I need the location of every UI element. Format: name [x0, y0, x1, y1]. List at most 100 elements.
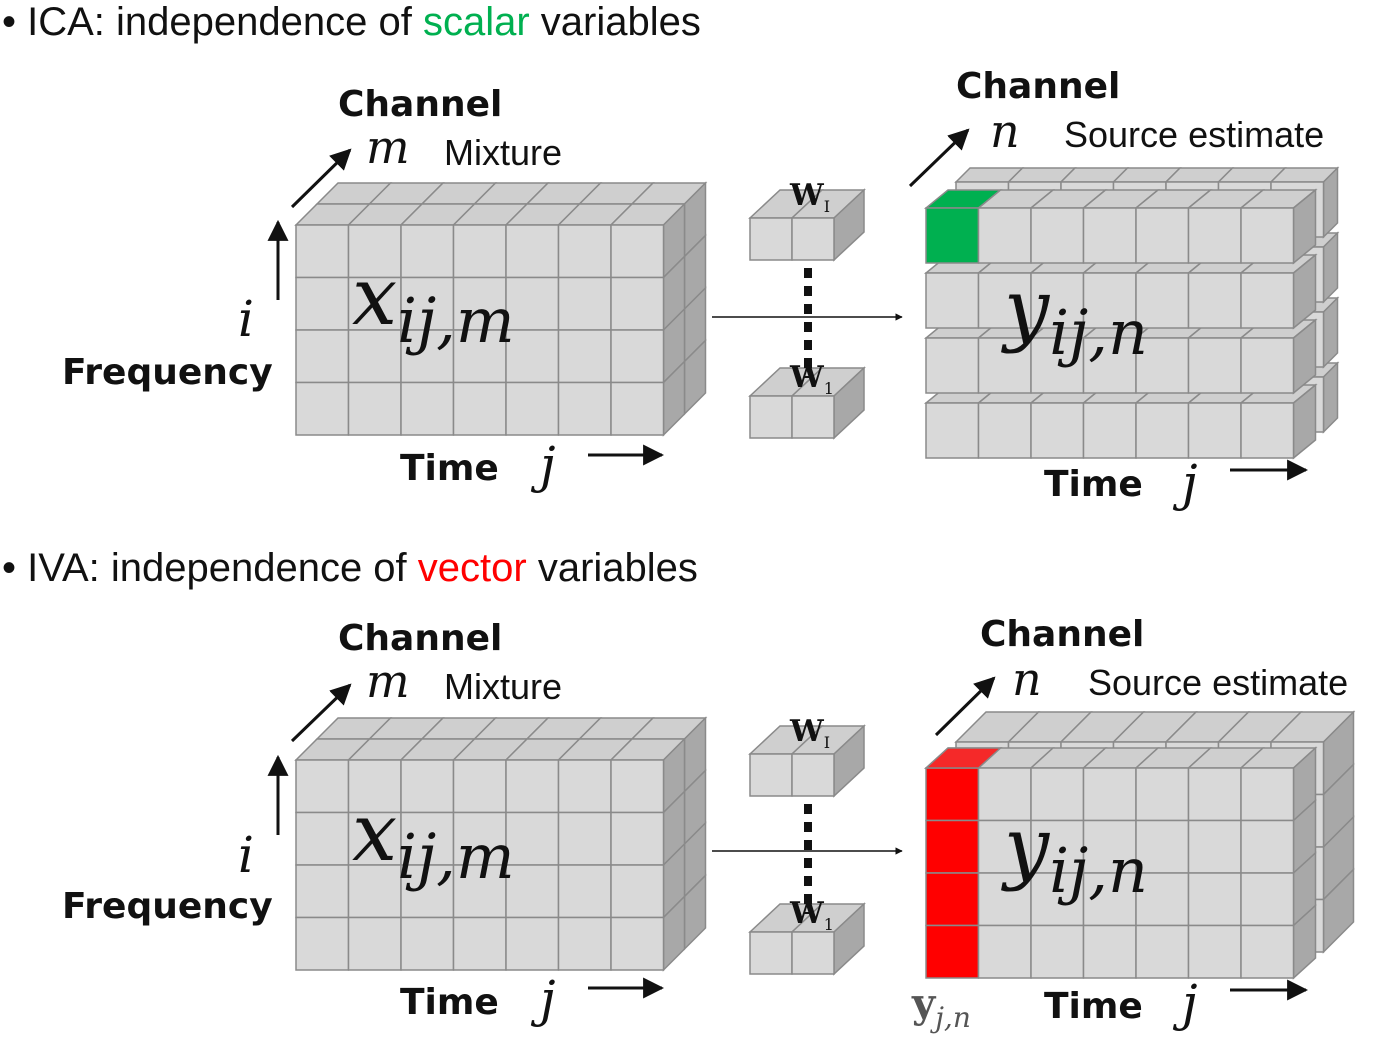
- ica-output-channel-desc: Source estimate: [1064, 114, 1325, 155]
- slab-front-cell: [1240, 207, 1295, 264]
- slab-front-cell: [925, 337, 980, 394]
- slab-front-cell: [925, 272, 980, 329]
- slab-front-cell: [1030, 402, 1085, 459]
- cube-front-cell: [452, 916, 507, 971]
- slab-front-cell: [925, 207, 980, 264]
- slab-front-cell: [1135, 207, 1190, 264]
- filter-front-cell: [749, 217, 793, 261]
- ica-input-channel-label: Channel: [338, 84, 503, 125]
- iva-filter-bottom-label: W1: [790, 896, 834, 934]
- iva-filter-top-w: W: [790, 714, 824, 749]
- cube-front-cell: [1240, 872, 1295, 927]
- filter-front-cell: [749, 931, 793, 975]
- cube-front-cell: [295, 916, 350, 971]
- cube-front-cell: [295, 759, 350, 814]
- ica-output-tensor-label: yij,n: [1004, 262, 1148, 369]
- cube-front-cell: [1030, 872, 1085, 927]
- filter-front-cell: [791, 753, 835, 797]
- iva-output-tensor-base: y: [1004, 800, 1050, 893]
- iva-input-tensor-base: x: [352, 786, 398, 879]
- iva-filter-top: [748, 724, 866, 798]
- ica-filter-bottom-label: W1: [790, 360, 834, 398]
- iva-output-channel-arrow: [934, 676, 996, 737]
- ica-filter-top-label: WI: [790, 178, 830, 216]
- cube-front-cell: [452, 329, 507, 384]
- cube-front-cell: [557, 381, 612, 436]
- cube-front-cell: [452, 864, 507, 919]
- filter-front-cell: [791, 931, 835, 975]
- cube-front-cell: [610, 759, 665, 814]
- cube-front-cell: [1135, 924, 1190, 979]
- cube-front-cell: [1240, 819, 1295, 874]
- ica-filter-top-w: W: [790, 178, 824, 213]
- cube-front-cell: [925, 872, 980, 927]
- ica-filter-bottom: [748, 366, 866, 440]
- ica-input-tensor-sub: ij,m: [397, 284, 515, 357]
- cube-front-cell: [557, 224, 612, 279]
- ica-heading-suffix: variables: [529, 0, 701, 44]
- iva-output-channel-desc: Source estimate: [1088, 662, 1349, 703]
- ica-input-tensor-base: x: [352, 250, 398, 343]
- iva-heading-prefix: • IVA: independence of: [2, 546, 418, 590]
- cube-front-cell: [1082, 767, 1137, 822]
- cube-front-cell: [1187, 872, 1242, 927]
- iva-heading-suffix: variables: [526, 546, 698, 590]
- iva-vector-label: yj,n: [912, 980, 971, 1034]
- slab-front-cell: [977, 272, 1032, 329]
- cube-front-cell: [295, 224, 350, 279]
- ica-heading-prefix: • ICA: independence of: [2, 0, 423, 44]
- iva-output-time-label: Time: [1044, 986, 1143, 1027]
- ica-input-tensor: [294, 181, 708, 437]
- cube-front-cell: [1135, 872, 1190, 927]
- cube-front-cell: [295, 381, 350, 436]
- slab-front-cell: [1187, 207, 1242, 264]
- ica-output-tensor: [923, 166, 1340, 460]
- iva-frequency-label: Frequency: [62, 886, 273, 927]
- iva-output-channel-label: Channel: [980, 614, 1145, 655]
- slab-front-cell: [977, 207, 1032, 264]
- filter-front-cell: [749, 753, 793, 797]
- iva-heading: • IVA: independence of vector variables: [2, 546, 698, 591]
- cube-front-cell: [400, 759, 455, 814]
- cube-front-cell: [452, 276, 507, 331]
- slab-front-cell: [1240, 272, 1295, 329]
- cube-front-cell: [557, 276, 612, 331]
- ica-input-channel-arrow: [290, 148, 352, 209]
- cube-front-cell: [977, 819, 1032, 874]
- ica-output-channel-label: Channel: [956, 66, 1121, 107]
- ica-output-tensor-sub: ij,n: [1049, 296, 1148, 369]
- ica-heading-highlight: scalar: [422, 0, 530, 44]
- slab-front-cell: [1082, 337, 1137, 394]
- cube-front-cell: [400, 276, 455, 331]
- filter-front-cell: [791, 395, 835, 439]
- ica-output-time-label: Time: [1044, 464, 1143, 505]
- iva-frequency-var: i: [238, 826, 254, 884]
- cube-front-cell: [977, 924, 1032, 979]
- ica-output-tensor-base: y: [1004, 262, 1050, 355]
- cube-front-cell: [505, 916, 560, 971]
- cube-front-cell: [400, 381, 455, 436]
- cube-front-cell: [452, 224, 507, 279]
- highlight-top-cell: [924, 747, 1003, 769]
- cube-front-cell: [452, 381, 507, 436]
- cube-front-cell: [557, 916, 612, 971]
- slab-front-cell: [1187, 272, 1242, 329]
- iva-vector-label-base: y: [912, 980, 936, 1027]
- ica-filter-top-sub: I: [823, 197, 831, 216]
- slab-front-cell: [1082, 207, 1137, 264]
- cube-front-cell: [977, 872, 1032, 927]
- cube-front-cell: [977, 767, 1032, 822]
- slab-front-cell: [1240, 402, 1295, 459]
- iva-input-tensor-label: xij,m: [352, 786, 515, 893]
- iva-output-tensor-sub: ij,n: [1049, 834, 1148, 907]
- cube-front-cell: [925, 924, 980, 979]
- iva-filter-bottom-w: W: [790, 896, 824, 931]
- iva-input-tensor-sub: ij,m: [397, 820, 515, 893]
- cube-front-cell: [347, 329, 402, 384]
- filter-front-cell: [749, 395, 793, 439]
- slab-front-cell: [1240, 337, 1295, 394]
- ica-input-channel-var: m: [366, 120, 410, 174]
- iva-heading-highlight: vector: [417, 546, 527, 590]
- iva-input-time-label: Time: [400, 982, 499, 1023]
